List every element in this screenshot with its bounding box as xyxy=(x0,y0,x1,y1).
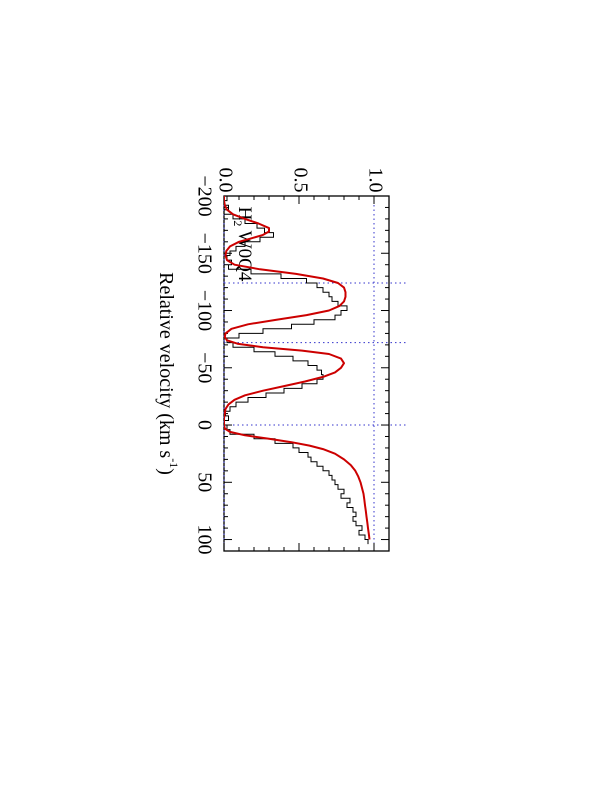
model-fit-line xyxy=(224,196,371,540)
data-spectrum-step xyxy=(224,196,369,545)
x-tick-label-0: −200 xyxy=(193,175,215,216)
x-tick-label-1: −150 xyxy=(193,233,215,274)
x-tick-label-6: 100 xyxy=(193,525,215,555)
x-tick-label-3: −50 xyxy=(193,352,215,383)
x-axis-label-close: ) xyxy=(155,468,177,475)
x-axis-label: Relative velocity (km s-1) xyxy=(155,272,181,475)
y-tick-label-0: 0.0 xyxy=(214,168,236,193)
x-tick-label-4: 0 xyxy=(193,420,215,430)
x-axis-label-main: Relative velocity (km s xyxy=(155,272,177,458)
x-axis-label-sup: -1 xyxy=(167,458,181,468)
y-tick-label-1: 0.5 xyxy=(289,168,311,193)
plot-root: −200 −150 −100 −50 0 50 100 0.0 0.5 1.0 Relative v… xyxy=(155,168,407,555)
x-tick-label-2: −100 xyxy=(193,290,215,331)
plot-frame xyxy=(223,195,390,552)
y-tick-label-2: 1.0 xyxy=(364,168,386,193)
annotation-sub: 2 xyxy=(231,220,245,226)
x-tick-label-5: 50 xyxy=(193,472,215,492)
